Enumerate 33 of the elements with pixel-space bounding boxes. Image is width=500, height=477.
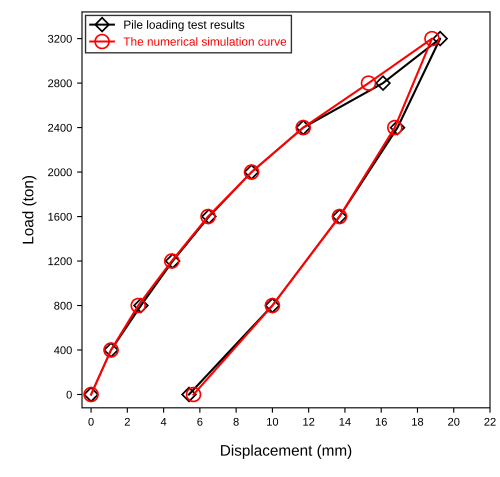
x-tick-label: 6 (197, 418, 202, 426)
y-tick-label: 1200 (48, 257, 72, 266)
x-tick-label: 4 (160, 418, 166, 426)
x-tick-label: 2 (124, 418, 130, 426)
x-tick-label: 22 (484, 418, 496, 426)
point (375, 75, 391, 91)
x-tick-label: 20 (448, 418, 460, 426)
point (432, 30, 448, 46)
x-tick-label: 18 (412, 418, 424, 426)
y-tick-label: 800 (54, 302, 72, 310)
legend-label: The numerical simulation curve (124, 37, 286, 46)
x-tick-label: 14 (340, 418, 351, 426)
y-tick-label: 400 (54, 346, 72, 354)
y-tick-label: 0 (66, 390, 72, 399)
point (130, 298, 146, 314)
x-tick-label: 0 (88, 418, 94, 426)
y-axis-title: Load (ton) (22, 176, 36, 244)
point (133, 298, 149, 314)
point (360, 75, 376, 91)
y-tick-label: 2000 (48, 168, 72, 176)
x-axis-title: Displacement (mm) (221, 444, 352, 459)
y-tick-label: 1600 (48, 212, 72, 221)
x-tick-label: 16 (376, 418, 387, 426)
point (181, 386, 197, 402)
y-tick-label: 2800 (48, 79, 72, 88)
x-tick-label: 10 (267, 418, 278, 426)
point (424, 30, 440, 46)
x-tick-label: 12 (303, 418, 314, 426)
point (186, 386, 202, 402)
y-tick-label: 2400 (48, 124, 72, 132)
x-tick-label: 8 (234, 418, 239, 426)
y-tick-label: 3200 (48, 34, 72, 43)
legend-label: Pile loading test results (124, 20, 244, 32)
